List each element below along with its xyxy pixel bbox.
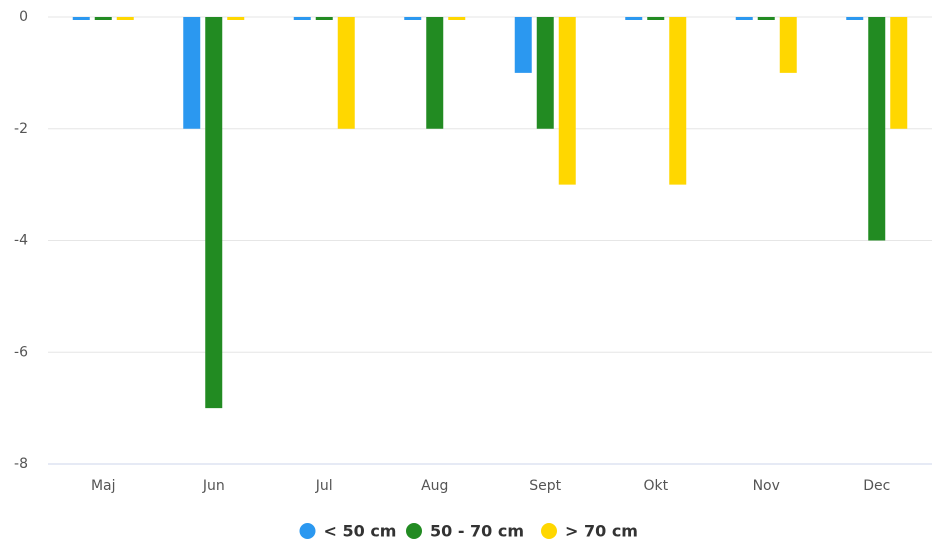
x-tick-label: Jul [315, 478, 333, 494]
legend-symbol [299, 523, 316, 539]
bar [558, 17, 576, 185]
bar [315, 17, 333, 20]
bar [735, 17, 753, 20]
x-tick-label: Sept [529, 478, 561, 494]
y-tick-label: -2 [14, 121, 28, 137]
bar [448, 17, 466, 20]
legend-symbol [406, 523, 422, 539]
x-tick-label: Maj [91, 478, 116, 494]
bar [890, 17, 908, 129]
bar [116, 17, 134, 20]
x-tick-label: Aug [421, 478, 448, 494]
y-tick-label: -4 [14, 233, 28, 249]
bar [293, 17, 311, 20]
x-tick-label: Dec [863, 478, 890, 494]
bar [183, 17, 201, 129]
bar [779, 17, 797, 73]
bar [625, 17, 643, 20]
x-tick-label: Jun [202, 478, 225, 494]
bar [846, 17, 864, 20]
bar [205, 17, 223, 409]
legend-label: 50 - 70 cm [430, 522, 524, 541]
y-tick-label: 0 [19, 9, 28, 25]
x-tick-label: Nov [753, 478, 780, 494]
y-tick-label: -6 [14, 344, 28, 360]
bar [72, 17, 90, 20]
bar [94, 17, 112, 20]
bar [757, 17, 775, 20]
bar [868, 17, 886, 241]
bar [426, 17, 444, 129]
legend-symbol [541, 523, 557, 539]
y-tick-label: -8 [14, 456, 28, 472]
bar [669, 17, 687, 185]
legend-label: < 50 cm [324, 522, 397, 541]
bar [536, 17, 554, 129]
bar [337, 17, 355, 129]
legend-label: > 70 cm [565, 522, 638, 541]
x-tick-label: Okt [643, 478, 668, 494]
bar [404, 17, 422, 20]
bar [647, 17, 665, 20]
bar [227, 17, 245, 20]
bar [514, 17, 532, 73]
